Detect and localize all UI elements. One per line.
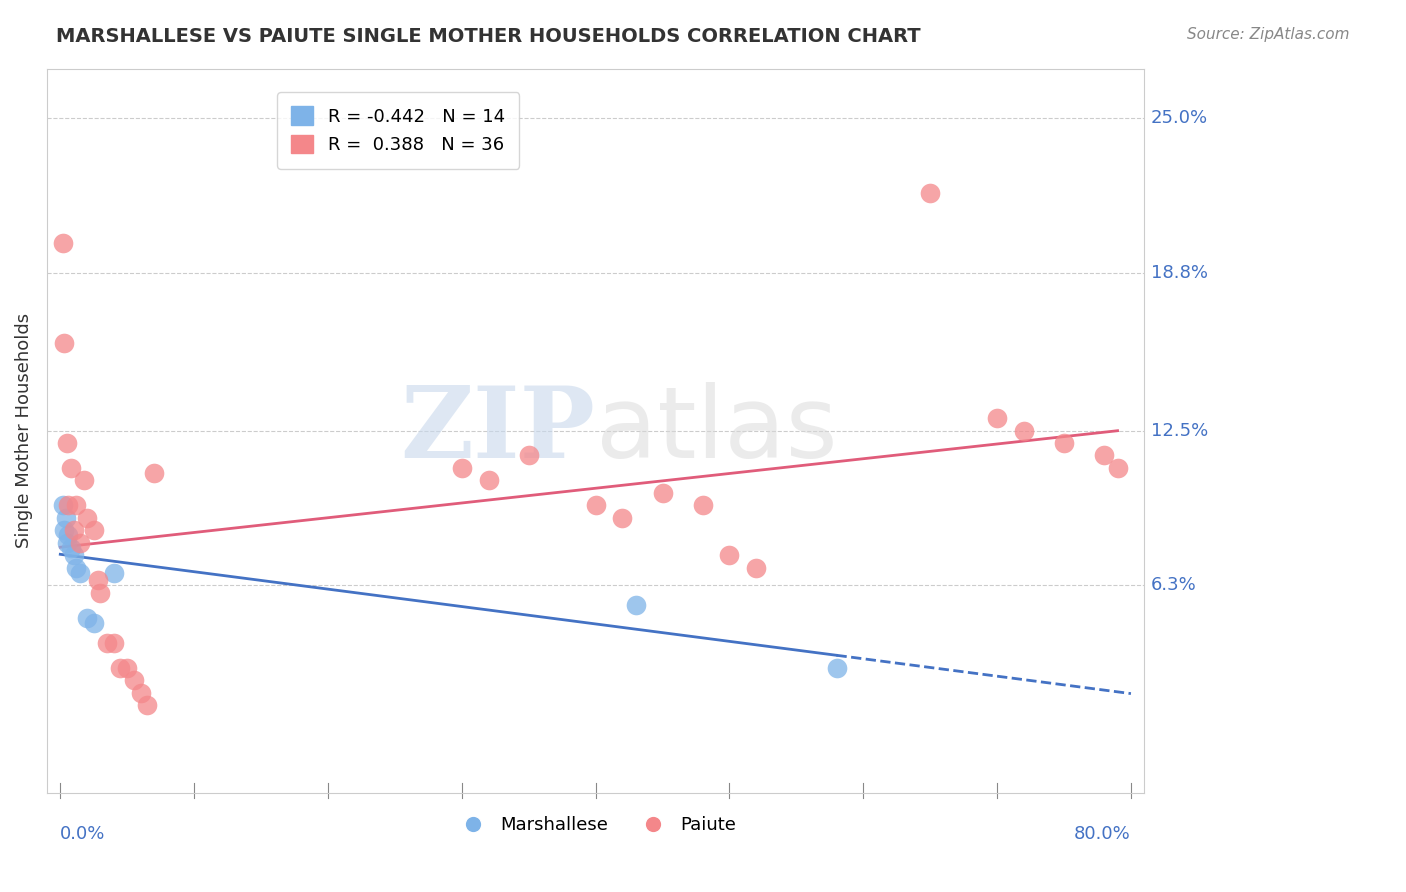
- Point: [73, 474, 96, 488]
- Point: [115, 661, 138, 675]
- Point: [136, 698, 159, 713]
- Text: MARSHALLESE VS PAIUTE SINGLE MOTHER HOUSEHOLDS CORRELATION CHART: MARSHALLESE VS PAIUTE SINGLE MOTHER HOUS…: [56, 27, 921, 45]
- Point: [96, 636, 118, 650]
- Text: 18.8%: 18.8%: [1152, 264, 1208, 282]
- Text: 25.0%: 25.0%: [1152, 110, 1208, 128]
- Point: [65, 561, 87, 575]
- Point: [1012, 424, 1035, 438]
- Point: [56, 436, 79, 450]
- Point: [55, 511, 77, 525]
- Point: [76, 611, 98, 625]
- Point: [142, 466, 165, 480]
- Text: ZIP: ZIP: [401, 382, 596, 479]
- Point: [477, 474, 499, 488]
- Point: [87, 574, 110, 588]
- Point: [56, 536, 79, 550]
- Point: [745, 561, 768, 575]
- Text: 80.0%: 80.0%: [1074, 825, 1130, 843]
- Point: [62, 524, 84, 538]
- Point: [83, 524, 105, 538]
- Point: [1107, 461, 1129, 475]
- Point: [110, 661, 132, 675]
- Point: [585, 499, 607, 513]
- Y-axis label: Single Mother Households: Single Mother Households: [15, 313, 32, 548]
- Point: [624, 599, 647, 613]
- Point: [103, 566, 125, 580]
- Point: [69, 566, 91, 580]
- Text: Source: ZipAtlas.com: Source: ZipAtlas.com: [1187, 27, 1350, 42]
- Point: [89, 586, 111, 600]
- Point: [53, 524, 76, 538]
- Text: 0.0%: 0.0%: [60, 825, 105, 843]
- Point: [450, 461, 472, 475]
- Point: [52, 236, 75, 251]
- Point: [825, 661, 848, 675]
- Point: [103, 636, 125, 650]
- Point: [129, 686, 152, 700]
- Point: [1092, 449, 1115, 463]
- Point: [53, 336, 76, 351]
- Point: [59, 541, 82, 555]
- Point: [76, 511, 98, 525]
- Point: [517, 449, 540, 463]
- Point: [612, 511, 634, 525]
- Point: [920, 186, 942, 201]
- Point: [1053, 436, 1076, 450]
- Point: [59, 461, 82, 475]
- Point: [83, 615, 105, 630]
- Legend: Marshallese, Paiute: Marshallese, Paiute: [449, 809, 744, 841]
- Point: [122, 673, 145, 688]
- Point: [62, 549, 84, 563]
- Point: [986, 411, 1008, 425]
- Point: [718, 549, 741, 563]
- Point: [651, 486, 673, 500]
- Point: [52, 499, 75, 513]
- Point: [58, 528, 80, 542]
- Point: [692, 499, 714, 513]
- Text: 6.3%: 6.3%: [1152, 576, 1197, 594]
- Point: [65, 499, 87, 513]
- Text: 12.5%: 12.5%: [1152, 422, 1208, 440]
- Point: [58, 499, 80, 513]
- Point: [69, 536, 91, 550]
- Text: atlas: atlas: [596, 382, 837, 479]
